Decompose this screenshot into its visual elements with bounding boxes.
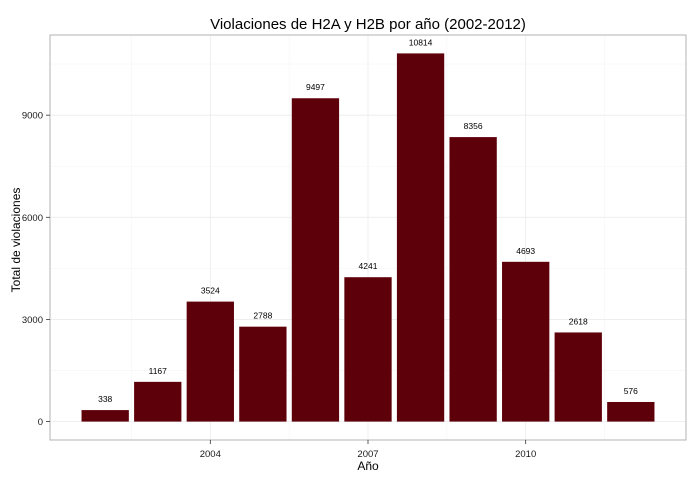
bar-value-label-2011: 2618	[569, 316, 588, 326]
bar-2010	[502, 261, 550, 422]
bar-2009	[449, 137, 497, 422]
bar-2007	[344, 277, 392, 422]
bar-2005	[239, 326, 287, 422]
x-tick-label: 2004	[200, 449, 221, 460]
x-tick-label: 2010	[515, 449, 536, 460]
bar-2006	[291, 98, 340, 422]
bar-value-label-2012: 576	[624, 386, 638, 396]
y-tick-label: 0	[38, 417, 43, 428]
bar-value-label-2002: 338	[98, 394, 112, 404]
bar-2003	[134, 381, 182, 422]
bar-2008	[396, 53, 445, 422]
bar-value-label-2008: 10814	[409, 37, 433, 47]
y-tick-label: 6000	[22, 213, 43, 224]
bar-value-label-2010: 4693	[516, 246, 535, 256]
bar-value-label-2004: 3524	[201, 286, 220, 296]
bars	[81, 53, 655, 422]
bar-2012	[607, 401, 655, 422]
bar-value-label-2009: 8356	[464, 121, 483, 131]
bar-2004	[186, 301, 234, 422]
bar-value-label-2006: 9497	[306, 82, 325, 92]
y-tick-label: 9000	[22, 111, 43, 122]
bar-2011	[554, 332, 602, 422]
chart-title: Violaciones de H2A y H2B por año (2002-2…	[210, 16, 526, 33]
bar-value-label-2005: 2788	[253, 311, 272, 321]
bar-value-labels: 338 1167 3524 2788 9497 4241 10814 8356 4693 2618…	[98, 37, 638, 404]
y-axis: 0 3000 6000 9000	[22, 111, 50, 428]
bar-value-label-2007: 4241	[359, 261, 378, 271]
x-axis: 2004 2007 2010	[200, 440, 536, 460]
x-axis-label: Año	[357, 459, 379, 473]
y-axis-label: Total de violaciones	[9, 188, 23, 293]
x-tick-label: 2007	[357, 449, 378, 460]
bar-2002	[81, 410, 129, 422]
y-tick-label: 3000	[22, 315, 43, 326]
bar-value-label-2003: 1167	[149, 366, 168, 376]
